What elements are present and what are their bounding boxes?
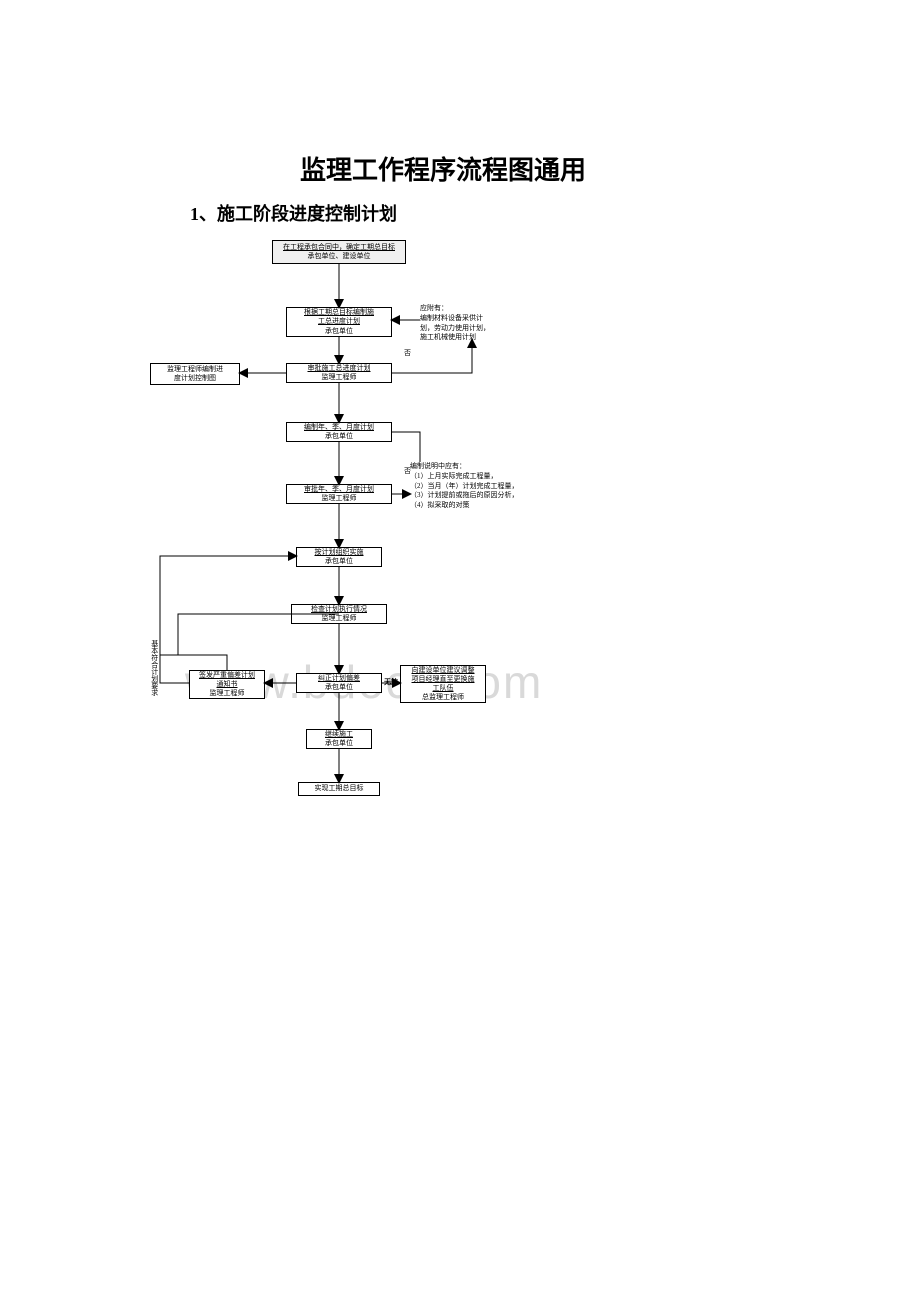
node-s2: 签发严重偏差计划通知书监理工程师 <box>189 670 265 699</box>
node-label: 监理工程师编制进度计划控制图 <box>151 365 239 383</box>
node-label: 向建设单位建议调整项目经理直至更换施工队伍 <box>401 666 485 693</box>
node-label: 编制年、季、月度计划 <box>287 423 391 432</box>
node-label: 审批年、季、月度计划 <box>287 485 391 494</box>
node-label: 检查计划执行情况 <box>292 605 386 614</box>
node-n5: 审批年、季、月度计划监理工程师 <box>286 484 392 504</box>
vertical-text-v1: 基本符合计划要求 <box>150 640 158 696</box>
node-sub: 承包单位、建设单位 <box>308 252 371 261</box>
node-n9: 继续施工承包单位 <box>306 729 372 749</box>
node-label: 签发严重偏差计划通知书 <box>190 671 264 689</box>
arrow-12 <box>392 432 420 462</box>
node-n7: 检查计划执行情况监理工程师 <box>291 604 387 624</box>
section-title: 1、施工阶段进度控制计划 <box>190 200 397 226</box>
node-sub: 监理工程师 <box>322 373 357 382</box>
node-label: 按计划组织实施 <box>297 548 381 557</box>
annotation-a1: 应附有：编制材料设备采供计划，劳动力使用计划，施工机械使用计划 <box>420 304 526 343</box>
node-sub: 监理工程师 <box>210 689 245 698</box>
node-n10: 实现工期总目标 <box>298 782 380 796</box>
node-n1: 在工程承包合同中，确定工期总目标承包单位、建设单位 <box>272 240 406 264</box>
node-label: 根据工期总目标编制施工总进度计划 <box>287 308 391 326</box>
edge-label-e2: 否 <box>404 466 411 476</box>
node-sub: 总监理工程师 <box>422 693 464 702</box>
node-sub: 承包单位 <box>325 683 353 692</box>
node-sub: 承包单位 <box>325 327 353 336</box>
edge-label-e1: 否 <box>404 348 411 358</box>
node-s1: 监理工程师编制进度计划控制图 <box>150 363 240 385</box>
node-label: 继续施工 <box>307 730 371 739</box>
node-n4: 编制年、季、月度计划承包单位 <box>286 422 392 442</box>
main-title: 监理工作程序流程图通用 <box>300 150 586 187</box>
node-n8: 纠正计划偏差承包单位 <box>296 673 382 693</box>
node-n6: 按计划组织实施承包单位 <box>296 547 382 567</box>
annotation-a2: 编制说明中应有：（1）上月实际完成工程量，（2）当月（年）计划完成工程量，（3）… <box>410 462 550 511</box>
node-label: 审批施工总进度计划 <box>287 364 391 373</box>
node-sub: 监理工程师 <box>322 614 357 623</box>
node-label: 纠正计划偏差 <box>297 674 381 683</box>
page: www.bdocx.com 监理工作程序流程图通用 1、施工阶段进度控制计划 在… <box>0 0 920 1302</box>
node-s3: 向建设单位建议调整项目经理直至更换施工队伍总监理工程师 <box>400 665 486 703</box>
edge-label-e3: 无效 <box>384 677 398 687</box>
flowchart-arrows <box>0 0 920 1302</box>
node-n3: 审批施工总进度计划监理工程师 <box>286 363 392 383</box>
node-n2: 根据工期总目标编制施工总进度计划承包单位 <box>286 307 392 337</box>
node-sub: 监理工程师 <box>322 494 357 503</box>
node-label: 在工程承包合同中，确定工期总目标 <box>273 243 405 252</box>
node-sub: 承包单位 <box>325 739 353 748</box>
node-sub: 承包单位 <box>325 557 353 566</box>
node-sub: 承包单位 <box>325 432 353 441</box>
node-label: 实现工期总目标 <box>299 784 379 793</box>
